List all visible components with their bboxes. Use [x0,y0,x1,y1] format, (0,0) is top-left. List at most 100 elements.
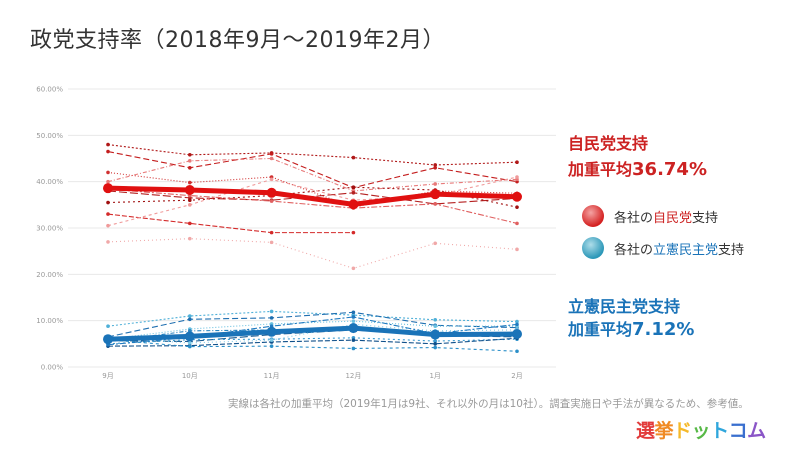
cdp-pollster-point [188,341,192,345]
cdp-pollster-point [433,342,438,346]
cdp-summary-prefix: 加重平均 [568,320,633,339]
ldp-average-point [512,191,522,202]
ldp-pollster-point [106,200,110,205]
ldp-pollster-line [107,157,518,192]
legend-cdp-suffix: 支持 [718,242,745,258]
ldp-pollster-point [515,247,519,252]
logo-char: 挙 [654,420,674,442]
cdp-pollster-point [188,314,192,318]
x-tick-label: 10月 [182,372,198,380]
legend-item-ldp: 各社の 自民党 支持 [582,205,718,227]
ldp-summary-sub: 加重平均36.74% [568,158,707,182]
ldp-pollster-point [269,152,274,156]
cdp-pollster-point [515,349,519,354]
ldp-average-point [266,187,277,198]
cdp-pollster-line [107,323,518,344]
x-tick-label: 2月 [511,372,522,380]
ldp-average-point [103,183,113,194]
cdp-summary-sub: 加重平均7.12% [568,318,694,342]
axis-labels: 0.00% 10.00% 20.00% 30.00% 40.00% 50.00% 60.00… [36,86,522,381]
ldp-pollster-point [188,203,192,207]
cdp-average-point [348,323,359,334]
y-tick-label: 60.00% [36,86,63,94]
ldp-average-point [184,185,195,196]
legend-cdp-prefix: 各社の [614,242,654,258]
cdp-pollster-point [351,310,356,315]
cdp-pollster-point [351,319,356,323]
x-tick-label: 9月 [102,372,113,380]
weighted-average-lines [103,183,522,345]
ldp-average-point [348,199,359,210]
logo-char: コ [728,420,748,442]
logo-char: ト [710,420,729,442]
cdp-pollster-point [515,319,519,324]
ldp-pollster-line [107,171,518,208]
x-tick-label: 1月 [429,372,440,380]
ldp-pollster-point [433,241,438,246]
ldp-pollster-point [351,190,356,195]
ldp-pollster-point [188,152,192,157]
y-tick-label: 50.00% [36,132,63,140]
ldp-pollster-line [107,238,518,269]
legend-item-cdp: 各社の 立憲民主党 支持 [582,237,744,259]
ldp-pollster-point [106,142,110,147]
ldp-pollster-point [351,155,356,160]
legend-dot-red-icon [582,205,604,227]
cdp-average-line [107,325,518,342]
cdp-pollster-point [433,339,438,343]
legend-ldp-suffix: 支持 [692,210,719,226]
ldp-pollster-point [269,230,274,235]
cdp-average-point [512,329,522,340]
cdp-pollster-point [188,344,192,349]
cdp-pollster-point [433,345,438,350]
ldp-pollster-point [515,221,519,226]
ldp-pollster-line [107,176,518,227]
x-tick-label: 12月 [345,372,361,380]
cdp-pollster-line [107,311,518,338]
grid-layer [68,88,556,368]
pollster-lines [106,142,519,354]
ldp-pollster-point [433,202,438,206]
logo-char: ム [747,420,766,442]
cdp-pollster-line [107,337,518,345]
cdp-summary-head: 立憲民主党支持 [568,297,681,316]
legend-dot-blue-icon [582,237,604,259]
logo-char: ド [673,420,692,442]
ldp-pollster-point [188,198,192,202]
ldp-average-line [107,185,518,207]
cdp-average-point [103,334,113,345]
cdp-pollster-point [269,338,274,342]
ldp-pollster-point [106,179,110,184]
ldp-pollster-point [106,223,110,228]
x-tick-label: 11月 [264,372,280,380]
ldp-pollster-point [269,177,274,182]
ldp-pollster-line [107,188,518,224]
cdp-average-point [430,329,441,340]
ldp-pollster-point [433,163,438,167]
y-tick-label: 40.00% [36,178,63,186]
ldp-pollster-point [188,236,192,241]
y-tick-label: 30.00% [36,225,63,233]
ldp-pollster-point [269,240,274,245]
ldp-average-point [430,189,441,200]
cdp-pollster-point [269,316,274,320]
logo-char: ッ [691,420,711,442]
ldp-pollster-point [106,240,110,244]
ldp-pollster-point [351,266,356,271]
ldp-pollster-point [351,185,356,190]
ldp-pollster-point [106,212,110,216]
page-title: 政党支持率（2018年9月～2019年2月） [30,28,445,53]
ldp-summary-head: 自民党支持 [568,134,649,153]
ldp-summary-value: 36.74% [632,159,707,180]
cdp-summary-value: 7.12% [632,319,695,340]
cdp-pollster-line [107,339,518,352]
ldp-pollster-point [106,170,110,175]
ldp-pollster-point [515,205,519,209]
site-logo: 選挙ドットコム [636,416,766,443]
cdp-pollster-point [188,317,192,322]
cdp-pollster-point [433,324,438,329]
ldp-pollster-point [515,160,519,165]
cdp-average-point [184,331,195,342]
ldp-pollster-point [188,165,192,170]
